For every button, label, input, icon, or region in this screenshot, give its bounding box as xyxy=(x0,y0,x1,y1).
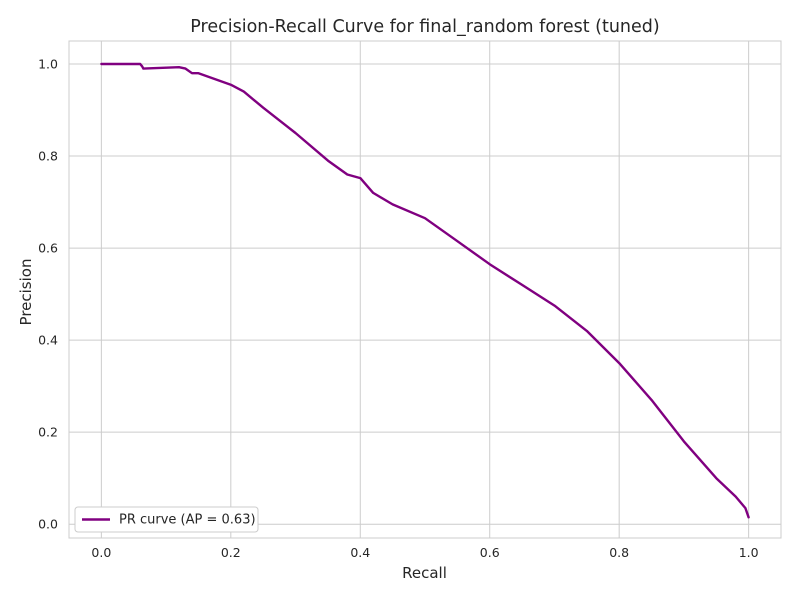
x-axis-label: Recall xyxy=(402,564,447,582)
grid xyxy=(69,41,781,538)
x-axis-ticks: 0.0 0.2 0.4 0.6 0.8 1.0 xyxy=(91,545,758,560)
plot-area xyxy=(68,40,782,539)
y-tick-label: 0.8 xyxy=(38,149,58,164)
x-tick-label: 0.8 xyxy=(609,545,629,560)
y-tick-label: 0.4 xyxy=(38,333,58,348)
x-tick-label: 0.0 xyxy=(91,545,111,560)
y-tick-label: 0.2 xyxy=(38,425,58,440)
legend-label: PR curve (AP = 0.63) xyxy=(119,513,256,528)
x-tick-label: 0.4 xyxy=(350,545,370,560)
y-axis-label: Precision xyxy=(17,259,35,326)
legend-box xyxy=(74,506,259,533)
x-tick-label: 0.2 xyxy=(221,545,241,560)
legend: PR curve (AP = 0.63) xyxy=(74,506,259,533)
x-tick-label: 0.6 xyxy=(480,545,500,560)
x-tick-label: 1.0 xyxy=(739,545,759,560)
pr-curve-line xyxy=(100,62,750,519)
y-axis-ticks: 0.0 0.2 0.4 0.6 0.8 1.0 xyxy=(38,57,58,532)
chart-title: Precision-Recall Curve for final_random … xyxy=(190,17,659,37)
y-tick-label: 1.0 xyxy=(38,57,58,72)
y-tick-label: 0.6 xyxy=(38,241,58,256)
y-tick-label: 0.0 xyxy=(38,517,58,532)
